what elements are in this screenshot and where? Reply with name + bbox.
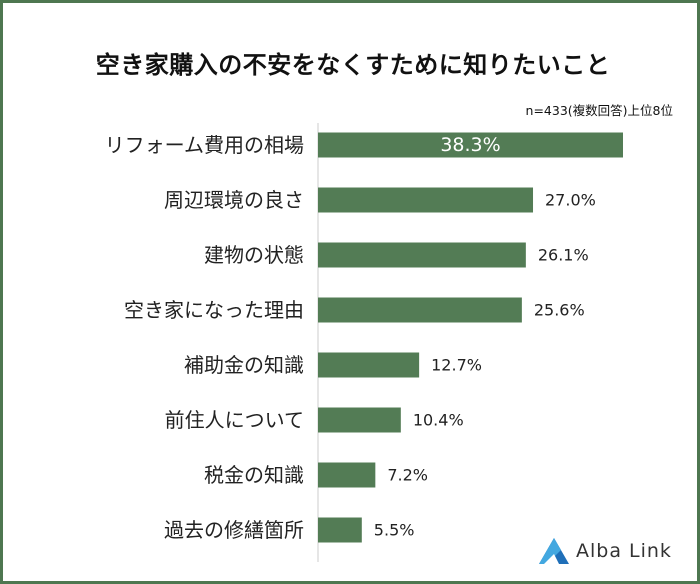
- category-label: 過去の修繕箇所: [164, 518, 304, 542]
- value-label: 12.7%: [431, 356, 482, 375]
- bar: [318, 462, 376, 488]
- chart-title: 空き家購入の不安をなくすために知りたいこと: [95, 51, 611, 79]
- category-label: 前住人について: [165, 408, 304, 432]
- value-label: 5.5%: [374, 521, 415, 540]
- bar: [318, 297, 522, 323]
- category-label: 税金の知識: [204, 463, 304, 487]
- bar: [318, 352, 420, 378]
- value-label: 26.1%: [538, 246, 589, 265]
- brand-logo: Alba Link: [538, 537, 672, 565]
- category-label: リフォーム費用の相場: [105, 133, 304, 157]
- brand-name: Alba Link: [576, 540, 672, 562]
- category-label: 空き家になった理由: [124, 298, 304, 322]
- bar: [318, 132, 623, 158]
- bar: [318, 517, 362, 543]
- sample-note: n=433(複数回答)上位8位: [525, 103, 673, 118]
- category-label: 補助金の知識: [184, 353, 304, 377]
- value-label: 10.4%: [413, 411, 464, 430]
- category-label: 建物の状態: [204, 243, 304, 267]
- bar: [318, 407, 401, 433]
- value-label: 38.3%: [440, 134, 500, 156]
- value-label: 25.6%: [534, 301, 585, 320]
- value-label: 7.2%: [387, 466, 428, 485]
- category-label: 周辺環境の良さ: [164, 188, 304, 212]
- value-label: 27.0%: [545, 191, 596, 210]
- bar: [318, 242, 526, 268]
- bar: [318, 187, 534, 213]
- alba-link-triangle-logo-icon: [539, 538, 569, 564]
